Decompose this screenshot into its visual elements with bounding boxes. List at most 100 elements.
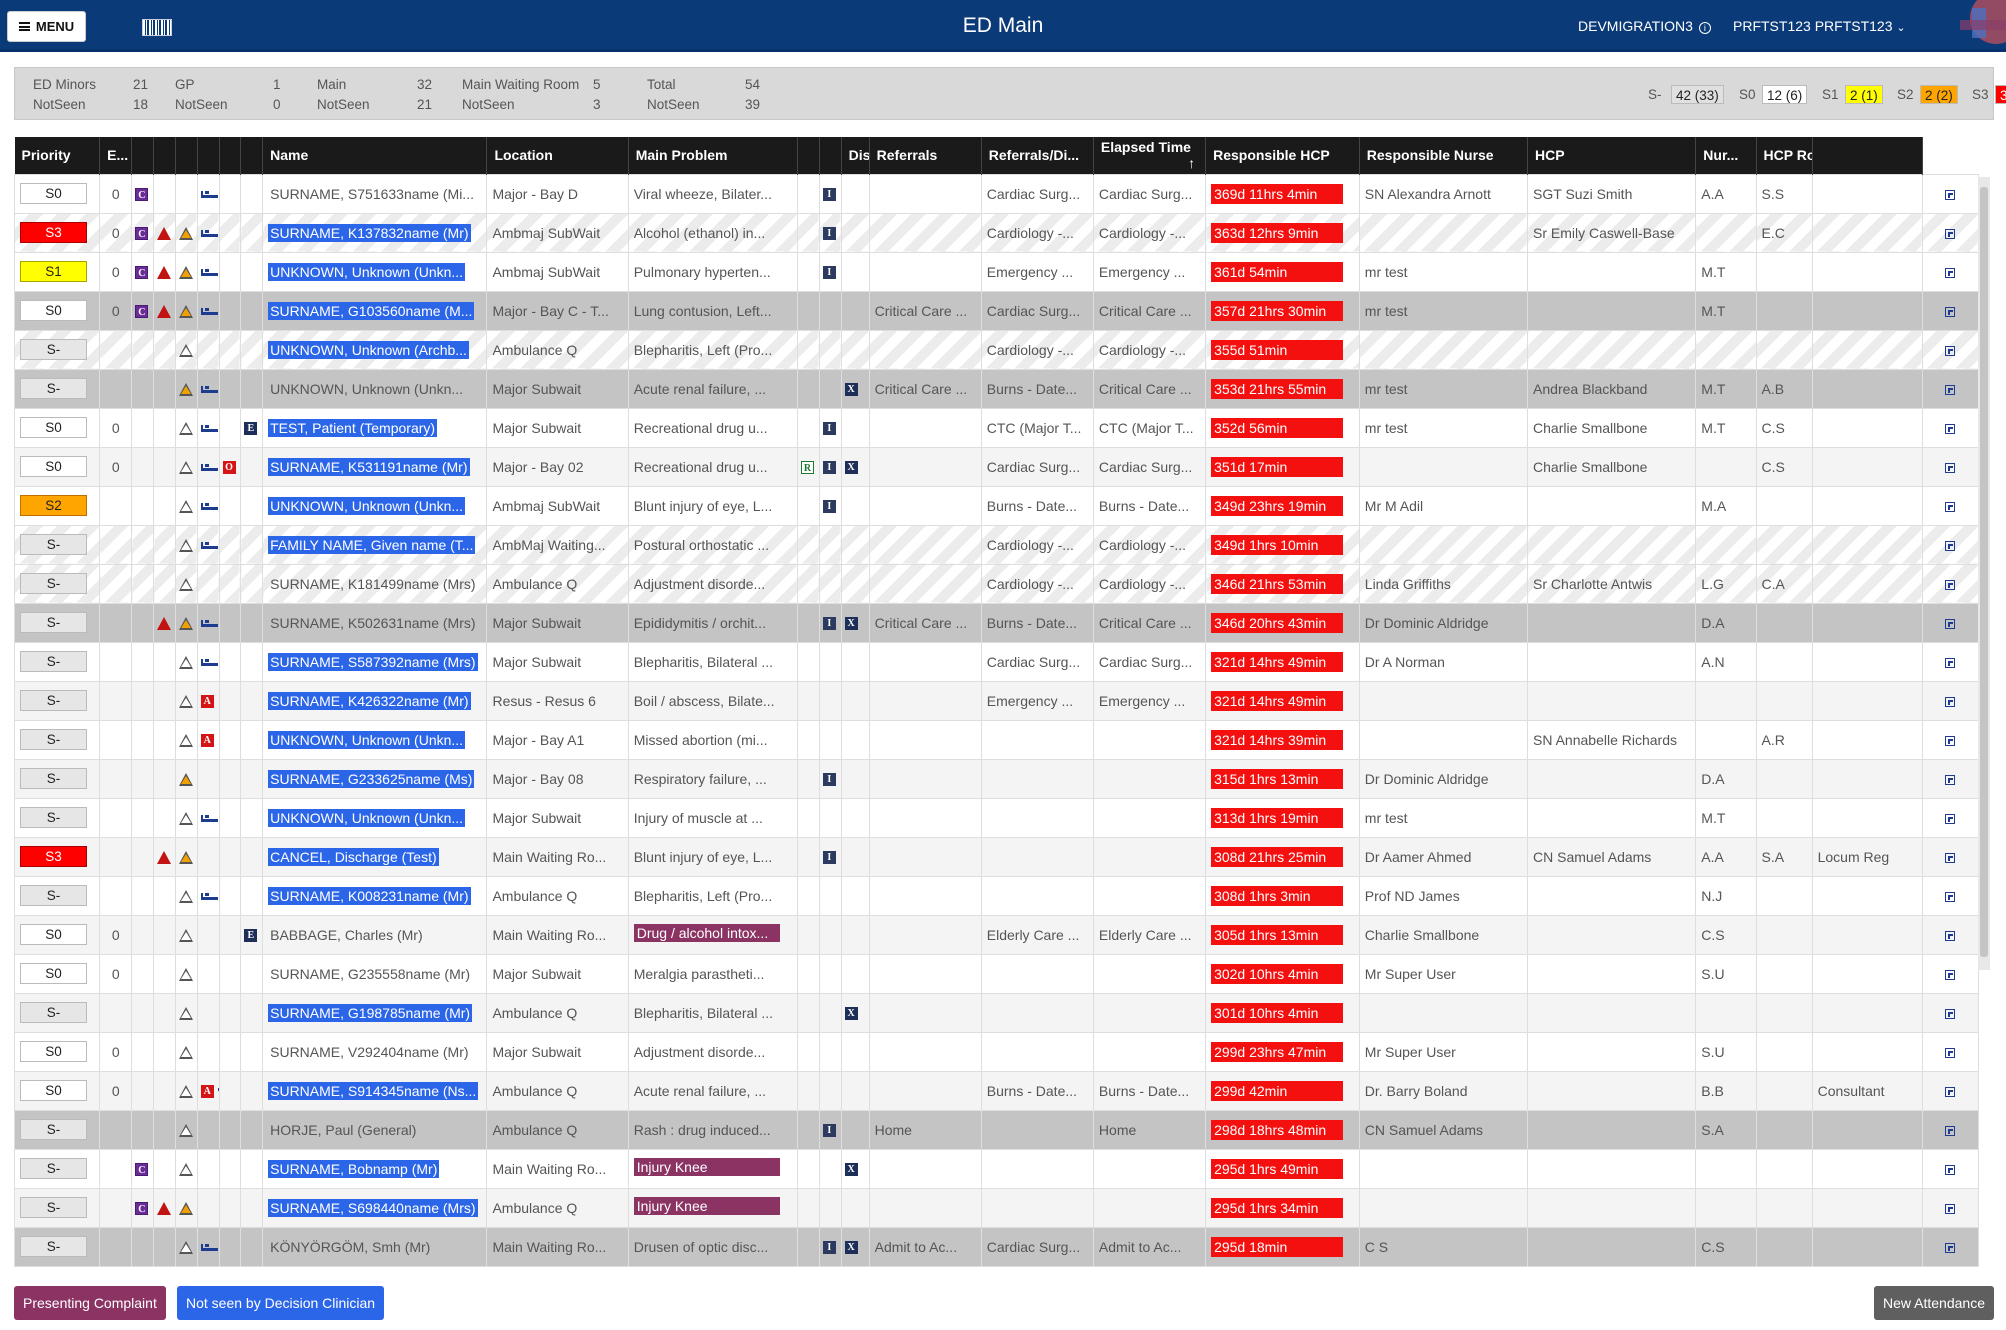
column-header[interactable]: Main Problem — [628, 137, 798, 174]
bed-icon[interactable] — [200, 620, 218, 628]
table-row[interactable]: S1 0 C UNKNOWN, Unknown (Unkn... Ambmaj SubW… — [14, 251, 1980, 292]
presenting-complaint-legend[interactable]: Presenting Complaint — [14, 1286, 166, 1320]
table-row[interactable]: S0 0 O SURNAME, K531191name (Mr) Major - Bay… — [14, 446, 1980, 487]
i-flag-icon[interactable]: I — [822, 266, 836, 280]
patient-name[interactable]: SURNAME, K531191name (Mr) — [268, 457, 470, 476]
column-header[interactable] — [1812, 137, 1923, 174]
patient-name[interactable]: SURNAME, K181499name (Mrs) — [270, 575, 476, 592]
i-flag-icon[interactable]: I — [822, 500, 836, 514]
patient-name[interactable]: UNKNOWN, Unknown (Unkn... — [268, 262, 466, 281]
warning-outline-icon[interactable] — [178, 812, 193, 826]
c-flag-icon[interactable]: C — [135, 1202, 149, 1216]
not-seen-legend[interactable]: Not seen by Decision Clinician — [177, 1286, 385, 1320]
open-external-icon[interactable] — [1945, 501, 1956, 512]
warning-outline-icon[interactable] — [178, 1163, 193, 1177]
patient-name[interactable]: HORJE, Paul (General) — [270, 1121, 417, 1138]
column-header[interactable]: Referrals — [869, 137, 982, 174]
table-row[interactable]: S- KÖNYÖRGÖM, Smh (Mr) Main Waiting Ro... D… — [14, 1226, 1980, 1267]
patient-name[interactable]: SURNAME, S914345name (Ns... — [268, 1081, 479, 1100]
warning-outline-icon[interactable] — [178, 578, 193, 592]
warning-outline-icon[interactable] — [178, 1085, 193, 1099]
patient-name[interactable]: UNKNOWN, Unknown (Unkn... — [270, 380, 464, 397]
table-row[interactable]: S- A UNKNOWN, Unknown (Unkn... Major - Bay … — [14, 719, 1980, 760]
patient-name[interactable]: SURNAME, S587392name (Mrs) — [268, 652, 478, 671]
priority-badge[interactable]: S- — [20, 1158, 87, 1179]
table-row[interactable]: S- A SURNAME, K426322name (Mr) Resus - Resu… — [14, 680, 1980, 721]
i-flag-icon[interactable]: I — [822, 1124, 836, 1138]
patient-name[interactable]: UNKNOWN, Unknown (Unkn... — [268, 496, 466, 515]
bed-icon[interactable] — [200, 893, 218, 901]
table-row[interactable]: S0 0 E TEST, Patient (Temporary) Major Subwa… — [14, 407, 1980, 448]
open-external-icon[interactable] — [1945, 1008, 1956, 1019]
bed-icon[interactable] — [200, 386, 218, 394]
priority-badge[interactable]: S3 — [20, 222, 87, 243]
column-header[interactable] — [175, 137, 198, 174]
priority-badge[interactable]: S- — [20, 651, 87, 672]
open-external-icon[interactable] — [1945, 423, 1956, 434]
table-row[interactable]: S3 0 C SURNAME, K137832name (Mr) Ambmaj SubW… — [14, 212, 1980, 253]
table-row[interactable]: S- C SURNAME, S698440name (Mrs) Ambulance Q… — [14, 1187, 1980, 1228]
priority-badge[interactable]: S- — [20, 1197, 87, 1218]
open-external-icon[interactable] — [1945, 462, 1956, 473]
column-header[interactable]: Location — [486, 137, 629, 174]
priority-badge[interactable]: S- — [20, 534, 87, 555]
main-problem[interactable]: Injury Knee — [633, 1197, 780, 1215]
warning-outline-icon[interactable] — [178, 500, 193, 514]
bed-icon[interactable] — [200, 815, 218, 823]
warning-outline-icon[interactable] — [178, 344, 193, 358]
warning-icon[interactable] — [178, 383, 193, 397]
patient-name[interactable]: SURNAME, K008231name (Mr) — [268, 886, 471, 905]
column-header[interactable] — [131, 137, 155, 174]
table-row[interactable]: S- HORJE, Paul (General) Ambulance Q Rash :… — [14, 1109, 1980, 1150]
patient-name[interactable]: SURNAME, G198785name (Mr) — [268, 1003, 473, 1022]
column-header[interactable]: Responsible HCP — [1205, 137, 1360, 174]
open-external-icon[interactable] — [1945, 969, 1956, 980]
priority-badge[interactable]: S1 — [20, 261, 87, 282]
patient-name[interactable]: SURNAME, K426322name (Mr) — [268, 691, 471, 710]
patient-name[interactable]: FAMILY NAME, Given name (T... — [268, 535, 476, 554]
warning-outline-icon[interactable] — [178, 539, 193, 553]
table-row[interactable]: S0 0 E BABBAGE, Charles (Mr) Main Waiting Ro… — [14, 914, 1980, 955]
column-header[interactable] — [819, 137, 842, 174]
patient-name[interactable]: SURNAME, S751633name (Mi... — [270, 185, 474, 202]
priority-badge[interactable]: S0 — [20, 963, 87, 984]
info-icon[interactable]: i — [1698, 22, 1711, 34]
open-external-icon[interactable] — [1945, 189, 1956, 200]
open-external-icon[interactable] — [1945, 384, 1956, 395]
x-flag-icon[interactable]: X — [844, 1007, 858, 1021]
bed-icon[interactable] — [200, 269, 218, 277]
i-flag-icon[interactable]: I — [822, 461, 836, 475]
open-external-icon[interactable] — [1945, 345, 1956, 356]
bed-icon[interactable] — [200, 1244, 218, 1252]
column-header[interactable]: Name — [262, 137, 488, 174]
alert-red-icon[interactable] — [157, 851, 172, 865]
user-name[interactable]: DEVMIGRATION3 i — [1578, 18, 1711, 34]
bed-icon[interactable] — [200, 230, 218, 238]
patient-name[interactable]: SURNAME, K137832name (Mr) — [268, 223, 471, 242]
priority-badge[interactable]: S- — [20, 1236, 87, 1257]
patient-name[interactable]: SURNAME, G235558name (Mr) — [270, 965, 471, 982]
priority-badge[interactable]: S- — [20, 690, 87, 711]
bed-icon[interactable] — [200, 308, 218, 316]
column-header[interactable] — [797, 137, 820, 174]
new-attendance-button[interactable]: New Attendance — [1874, 1286, 1994, 1320]
priority-badge[interactable]: S3 — [20, 846, 87, 867]
priority-badge[interactable]: S- — [20, 1002, 87, 1023]
patient-name[interactable]: SURNAME, K502631name (Mrs) — [270, 614, 476, 631]
open-external-icon[interactable] — [1945, 540, 1956, 551]
column-header[interactable]: Elapsed Time ↑ — [1093, 137, 1207, 174]
patient-name[interactable]: SURNAME, G233625name (Ms) — [268, 769, 475, 788]
patient-name[interactable]: UNKNOWN, Unknown (Archb... — [268, 340, 469, 359]
bed-icon[interactable] — [200, 425, 218, 433]
warning-outline-icon[interactable] — [178, 890, 193, 904]
warning-icon[interactable] — [178, 305, 193, 319]
x-flag-icon[interactable]: X — [844, 617, 858, 631]
open-external-icon[interactable] — [1945, 813, 1956, 824]
column-header[interactable]: HCP — [1527, 137, 1697, 174]
warning-outline-icon[interactable] — [178, 1046, 193, 1060]
main-problem[interactable]: Drug / alcohol intox... — [633, 924, 780, 942]
column-header[interactable]: Nur... — [1695, 137, 1757, 174]
open-external-icon[interactable] — [1945, 1164, 1956, 1175]
column-header[interactable]: Priority — [14, 137, 101, 174]
c-flag-icon[interactable]: C — [135, 266, 149, 280]
